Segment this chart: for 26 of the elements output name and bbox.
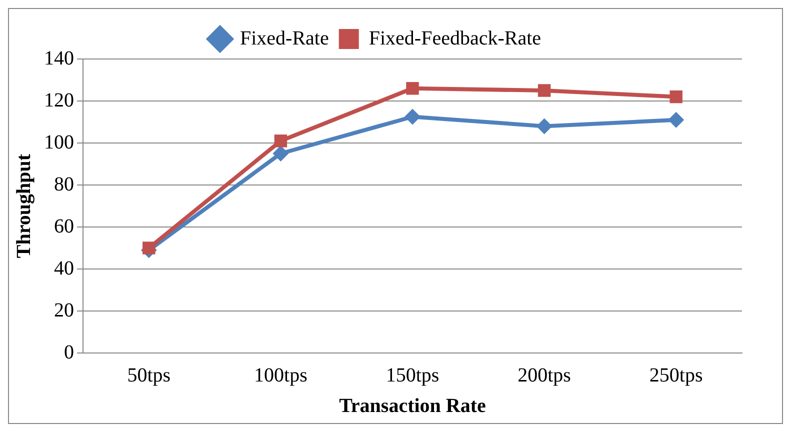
point [670,90,682,104]
x-tick-label: 200tps [518,364,572,386]
y-tick-label: 20 [54,299,74,322]
y-axis-title: Throughput [13,154,36,258]
point [406,82,419,95]
point [536,118,552,134]
point [142,242,156,254]
x-axis-title: Transaction Rate [339,395,486,418]
point [272,146,289,162]
legend-label: Fixed-Rate [240,27,329,50]
y-tick-label: 80 [54,173,74,196]
point [404,108,420,125]
x-tick-label: 50tps [127,364,171,386]
y-tick-label: 40 [54,257,74,280]
y-tick-label: 60 [54,215,74,238]
point [668,112,684,128]
x-tick-label: 150tps [386,364,440,386]
y-tick-label: 120 [44,89,74,112]
x-tick-label: 100tps [254,364,308,386]
y-tick-label: 100 [44,131,74,154]
y-tick-label: 140 [44,47,74,70]
point [274,134,288,148]
legend-label: Fixed-Feedback-Rate [368,27,542,50]
y-tick-label: 0 [64,341,74,364]
x-tick-label: 250tps [649,364,703,386]
point [538,84,551,97]
